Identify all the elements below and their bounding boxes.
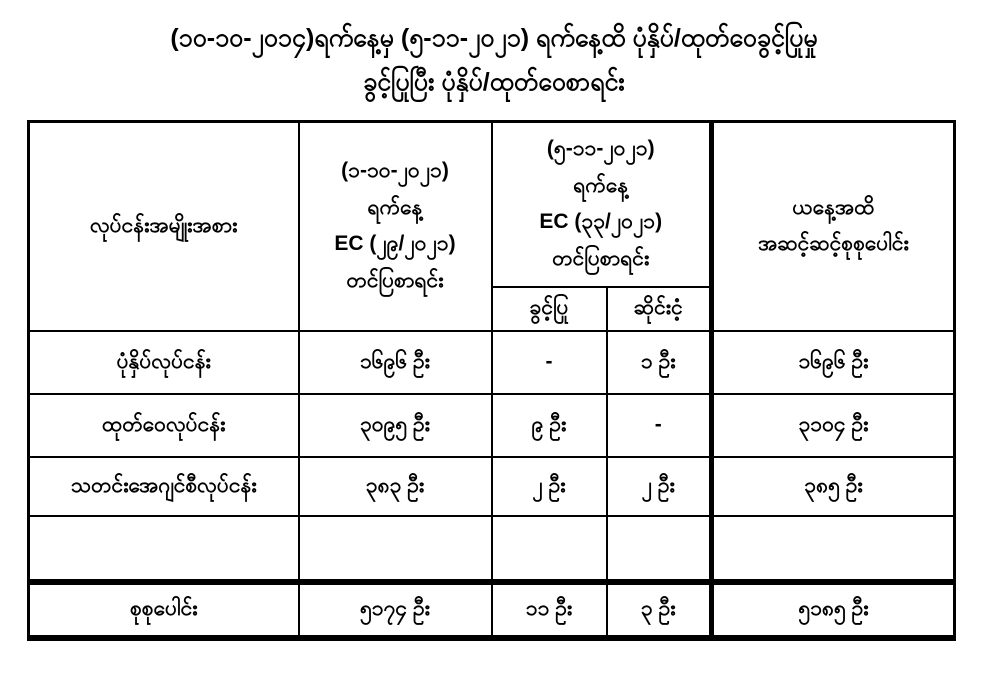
row-submitted: [297, 514, 493, 583]
row-submitted: ၁၆၉၆ ဦး: [297, 329, 493, 395]
row-category: သတင်းအေဂျင်စီလုပ်ငန်း: [27, 455, 300, 517]
row-approved: [490, 514, 608, 583]
header-category: လုပ်ငန်းအမျိုးအစား: [27, 120, 300, 332]
permit-summary-table: လုပ်ငန်းအမျိုးအစား (၁-၁၀-၂၀၂၁) ရက်နေ့ EC…: [27, 120, 956, 641]
row-total: [710, 514, 956, 583]
row-approved: ၉ ဦး: [490, 392, 608, 458]
total-approved: ၁၁ ဦး: [490, 578, 608, 641]
row-approved: -: [490, 329, 608, 395]
header-submitted-prev: (၁-၁၀-၂၀၂၁) ရက်နေ့ EC (၂၉/၂၀၂၁) တင်ပြစာရ…: [297, 120, 493, 332]
document-title: (၁၀-၁၀-၂၀၁၄)ရက်နေ့မှ (၅-၁၁-၂၀၂၁) ရက်နေ့ထ…: [0, 0, 988, 104]
header-sub-approved: ခွင့်ပြု: [490, 285, 608, 332]
row-suspended: ၁ ဦး: [605, 329, 714, 395]
row-total: ၃၈၅ ဦး: [710, 455, 956, 517]
table-row: ပုံနှိပ်လုပ်ငန်း ၁၆၉၆ ဦး - ၁ ဦး ၁၆၉၆ ဦး: [27, 329, 956, 395]
row-submitted: ၃၀၉၅ ဦး: [297, 392, 493, 458]
total-row: စုစုပေါင်း ၅၁၇၄ ဦး ၁၁ ဦး ၃ ဦး ၅၁၈၅ ဦး: [27, 578, 956, 641]
row-approved: ၂ ဦး: [490, 455, 608, 517]
row-category: ထုတ်ဝေလုပ်ငန်း: [27, 392, 300, 458]
header-grand-total: ယနေ့အထိ အဆင့်ဆင့်စုစုပေါင်း: [710, 120, 956, 332]
total-submitted: ၅၁၇၄ ဦး: [297, 578, 493, 641]
row-suspended: -: [605, 392, 714, 458]
row-total: ၃၁၀၄ ဦး: [710, 392, 956, 458]
title-line-2: ခွင့်ပြုပြီး ပုံနှိပ်/ထုတ်ဝေစာရင်း: [363, 68, 625, 96]
total-grand: ၅၁၈၅ ဦး: [710, 578, 956, 641]
table-row: ထုတ်ဝေလုပ်ငန်း ၃၀၉၅ ဦး ၉ ဦး - ၃၁၀၄ ဦး: [27, 392, 956, 458]
row-category: ပုံနှိပ်လုပ်ငန်း: [27, 329, 300, 395]
header-submitted-curr: (၅-၁၁-၂၀၂၁) ရက်နေ့ EC (၃၃/၂၀၂၁) တင်ပြစာရ…: [490, 120, 714, 288]
total-label: စုစုပေါင်း: [27, 578, 300, 641]
title-line-1: (၁၀-၁၀-၂၀၁၄)ရက်နေ့မှ (၅-၁၁-၂၀၂၁) ရက်နေ့ထ…: [170, 24, 818, 52]
total-suspended: ၃ ဦး: [605, 578, 714, 641]
row-total: ၁၆၉၆ ဦး: [710, 329, 956, 395]
header-sub-suspended: ဆိုင်းငံ့: [605, 285, 714, 332]
table-row: သတင်းအေဂျင်စီလုပ်ငန်း ၃၈၃ ဦး ၂ ဦး ၂ ဦး ၃…: [27, 455, 956, 517]
row-suspended: ၂ ဦး: [605, 455, 714, 517]
row-suspended: [605, 514, 714, 583]
row-category: [27, 514, 300, 583]
row-submitted: ၃၈၃ ဦး: [297, 455, 493, 517]
table-row-empty: [27, 514, 956, 583]
